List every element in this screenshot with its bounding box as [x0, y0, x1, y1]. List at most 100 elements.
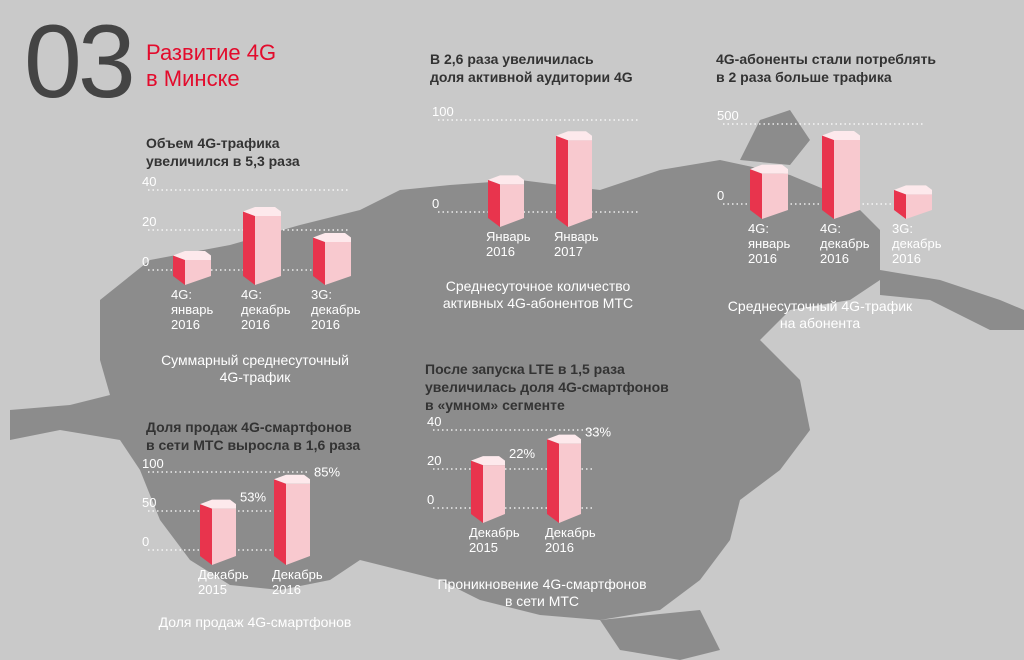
subs-svg: 05004G:январь20164G:декабрь20163G:декабр… [717, 108, 942, 266]
lte-heading-line1: После запуска LTE в 1,5 раза [425, 361, 625, 377]
lte-bar-top [547, 434, 581, 444]
traffic-category-label: 4G: [171, 287, 192, 302]
traffic-ytick-label: 0 [142, 254, 149, 269]
traffic-heading-line2: увеличился в 5,3 раза [146, 153, 300, 169]
traffic-category-label: декабрь [311, 302, 361, 317]
lte-heading-line3: в «умном» сегменте [425, 397, 565, 413]
audience-ytick-label: 0 [432, 196, 439, 211]
lte-category-label: Декабрь [545, 525, 596, 540]
lte-bar [471, 456, 505, 523]
audience-bar-front [500, 184, 524, 227]
subs-bar [894, 185, 932, 219]
sales-bar-top [200, 499, 236, 509]
sales-bar [200, 499, 236, 565]
subs-bar-side [822, 135, 834, 219]
traffic-bar [313, 233, 351, 285]
traffic-bar-side [173, 255, 185, 285]
lte-category-label: 2015 [469, 540, 498, 555]
section-title: Развитие 4G в Минске [146, 40, 366, 92]
traffic-bar [173, 251, 211, 285]
lte-bar-side [547, 439, 559, 523]
lte-caption-line1: Проникновение 4G-смартфонов [437, 576, 647, 592]
sales-bar-side [200, 504, 212, 565]
traffic-bar-front [255, 216, 281, 285]
traffic-heading: Объем 4G-трафика увеличился в 5,3 раза [146, 134, 300, 170]
subs-category-label: декабрь [820, 236, 870, 251]
traffic-bar-side [243, 211, 255, 285]
lte-heading-line2: увеличилась доля 4G-смартфонов [425, 379, 669, 395]
traffic-category-label: 2016 [241, 317, 270, 332]
traffic-category-label: 4G: [241, 287, 262, 302]
subs-heading-line2: в 2 раза больше трафика [716, 69, 892, 85]
subs-caption: Среднесуточный 4G-трафик на абонента [690, 298, 950, 332]
traffic-chart: 0 20 40 4G: январь 2016 4G: декабрь 2016 3G: декаб… [140, 174, 410, 340]
lte-caption: Проникновение 4G-смартфонов в сети МТС [412, 576, 672, 610]
lte-data-label: 33% [585, 425, 611, 440]
sales-data-label: 85% [314, 465, 340, 480]
audience-bar-side [488, 179, 500, 227]
subs-category-label: 3G: [892, 221, 913, 236]
lte-bar-front [483, 465, 505, 523]
sales-category-label: Декабрь [198, 567, 249, 582]
sales-heading-line1: Доля продаж 4G-смартфонов [146, 419, 352, 435]
lte-bar [547, 434, 581, 523]
sales-ytick-label: 50 [142, 495, 156, 510]
subs-category-label: 4G: [748, 221, 769, 236]
subs-category-label: 2016 [748, 251, 777, 266]
traffic-category-label: декабрь [241, 302, 291, 317]
audience-category-label: 2016 [486, 244, 515, 259]
sales-bar-top [274, 474, 310, 484]
audience-bar [556, 131, 592, 227]
lte-category-label: 2016 [545, 540, 574, 555]
sales-heading: Доля продаж 4G-смартфонов в сети МТС выр… [146, 418, 360, 454]
lte-ytick-label: 40 [427, 414, 441, 429]
traffic-category-label: январь [171, 302, 213, 317]
traffic-bar-top [313, 233, 351, 242]
audience-caption: Среднесуточное количество активных 4G-аб… [418, 278, 658, 312]
lte-data-label: 22% [509, 446, 535, 461]
lte-ytick-label: 20 [427, 453, 441, 468]
traffic-caption-line2: 4G-трафик [219, 369, 291, 385]
subs-bar-side [894, 189, 906, 219]
subs-category-label: 2016 [820, 251, 849, 266]
audience-caption-line2: активных 4G-абонентов МТС [442, 295, 634, 311]
audience-chart: 0 100 Январь 2016 Январь 2017 [430, 104, 650, 270]
traffic-svg: 020404G:январь20164G:декабрь20163G:декаб… [142, 174, 361, 332]
traffic-bar-side [313, 237, 325, 285]
subs-bar-front [906, 194, 932, 219]
sales-caption-line1: Доля продаж 4G-смартфонов [158, 614, 352, 630]
audience-heading-line2: доля активной аудитории 4G [430, 69, 633, 85]
subs-caption-line1: Среднесуточный 4G-трафик [727, 298, 913, 314]
subs-chart: 0 500 4G: январь 2016 4G: декабрь 2016 3G: декабр… [715, 108, 975, 284]
audience-bar-top [488, 175, 524, 185]
subs-caption-line2: на абонента [779, 315, 861, 331]
subs-bar-front [762, 173, 788, 219]
lte-bar-side [471, 460, 483, 523]
lte-ytick-label: 0 [427, 492, 434, 507]
traffic-bar-top [173, 251, 211, 260]
traffic-caption: Суммарный среднесуточный 4G-трафик [120, 352, 390, 386]
subs-bar-top [750, 164, 788, 174]
audience-bar-front [568, 140, 592, 227]
audience-category-label: Январь [486, 229, 531, 244]
subs-bar [822, 131, 860, 219]
audience-category-label: 2017 [554, 244, 583, 259]
sales-category-label: 2016 [272, 582, 301, 597]
sales-ytick-label: 0 [142, 534, 149, 549]
subs-ytick-label: 0 [717, 188, 724, 203]
traffic-bar-top [243, 207, 281, 216]
subs-bar-top [822, 131, 860, 140]
traffic-ytick-label: 20 [142, 214, 156, 229]
sales-data-label: 53% [240, 490, 266, 505]
sales-bar [274, 474, 310, 565]
sales-bar-front [286, 483, 310, 565]
traffic-ytick-label: 40 [142, 174, 156, 189]
audience-caption-line1: Среднесуточное количество [445, 278, 631, 294]
sales-bar-side [274, 479, 286, 565]
section-title-line2: в Минске [146, 66, 240, 91]
traffic-bar-front [185, 260, 211, 285]
traffic-caption-line1: Суммарный среднесуточный [161, 352, 349, 368]
audience-heading-line1: В 2,6 раза увеличилась [430, 51, 594, 67]
